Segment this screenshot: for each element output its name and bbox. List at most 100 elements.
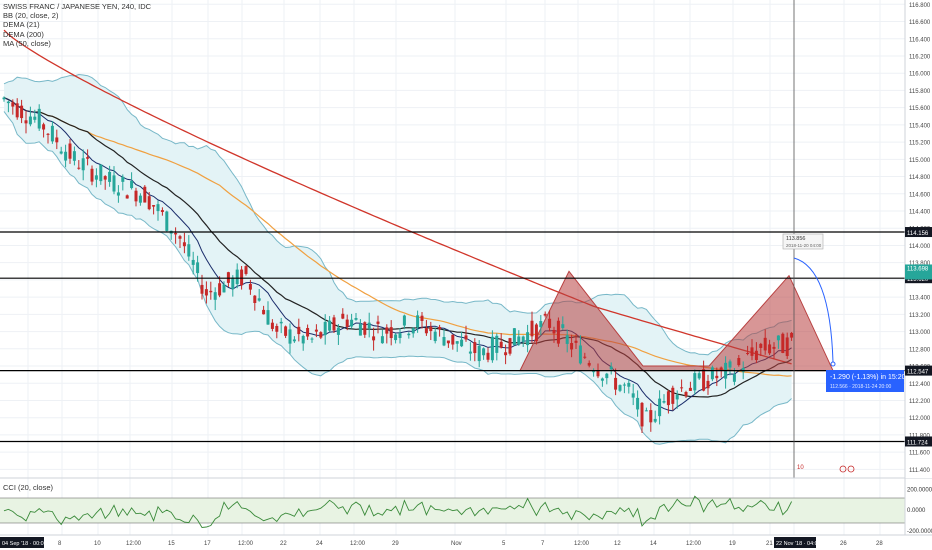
candle-body <box>526 332 530 346</box>
candle-body <box>490 336 494 361</box>
candle-body <box>6 101 10 104</box>
projection-box <box>826 370 904 392</box>
event-circle <box>847 465 855 473</box>
candle-body <box>20 105 24 119</box>
candle-body <box>772 346 776 349</box>
cci-label[interactable]: CCI (20, close) <box>3 483 54 492</box>
candle-body <box>644 410 648 412</box>
time-tick: 04 Sep '18 · 00:00 <box>2 541 47 547</box>
candle-body <box>640 402 644 427</box>
time-tick: 26 <box>840 541 847 547</box>
candle-body <box>583 356 587 358</box>
level-tag <box>905 227 932 238</box>
time-tick: 8 <box>58 541 62 547</box>
candle-body <box>561 324 565 328</box>
candle-body <box>174 232 178 235</box>
candle-body <box>310 338 314 340</box>
candle-body <box>11 102 15 107</box>
candle-body <box>68 143 72 159</box>
candle-body <box>680 387 684 389</box>
candle-body <box>552 329 556 334</box>
legend-dema200[interactable]: DEMA (200) <box>3 29 44 39</box>
candle-body <box>411 328 415 334</box>
candle-body <box>631 393 635 398</box>
candle-body <box>666 391 670 406</box>
price-tick: 112.000 <box>909 416 931 422</box>
candle-body <box>534 324 538 342</box>
candle-body <box>200 284 204 294</box>
price-tick: 115.000 <box>909 158 931 164</box>
candle-body <box>103 176 107 180</box>
candle-body <box>160 210 164 212</box>
price-tick: 114.600 <box>909 192 931 198</box>
time-tick: 22 <box>280 541 287 547</box>
candle-body <box>763 337 767 351</box>
candle-body <box>367 322 371 329</box>
chart-legend: SWISS FRANC / JAPANESE YEN, 240, IDC BB … <box>3 2 151 48</box>
candle-body <box>658 398 662 417</box>
candle-body <box>24 120 28 124</box>
legend-dema21[interactable]: DEMA (21) <box>3 20 40 30</box>
candle-body <box>746 353 750 355</box>
candle-body <box>46 133 50 135</box>
level-text: 113.620 <box>907 277 929 283</box>
candle-body <box>521 336 525 342</box>
time-tick: 29 <box>392 541 399 547</box>
candle-body <box>539 321 543 328</box>
candle-body <box>138 195 142 203</box>
time-tick: 21 <box>766 541 773 547</box>
candle-body <box>684 392 688 397</box>
candle-body <box>389 327 393 339</box>
candle-body <box>407 333 411 336</box>
candle-body <box>33 116 37 120</box>
candle-body <box>323 321 327 336</box>
candle-body <box>297 326 301 335</box>
time-tick: 7 <box>541 541 545 547</box>
candle-body <box>455 341 459 344</box>
candle-body <box>81 158 85 171</box>
candle-body <box>618 385 622 391</box>
candle-body <box>504 352 508 356</box>
legend-ma50[interactable]: MA (50, close) <box>3 38 51 48</box>
candle-body <box>319 332 323 338</box>
candle-body <box>706 380 710 389</box>
candle-body <box>336 327 340 335</box>
candle-body <box>28 116 32 125</box>
candle-body <box>446 340 450 344</box>
price-tick: 111.600 <box>909 451 930 457</box>
candle-body <box>235 269 239 285</box>
time-tick: 12:00 <box>126 541 142 547</box>
level-text: 112.547 <box>907 370 929 376</box>
candle-body <box>688 387 692 391</box>
candle-body <box>240 269 244 286</box>
legend-bb[interactable]: BB (20, close, 2) <box>3 11 59 21</box>
candle-body <box>385 327 389 334</box>
price-tick: 112.200 <box>909 399 931 405</box>
candle-body <box>218 283 222 296</box>
price-tick: 112.400 <box>909 382 931 388</box>
candle-body <box>424 328 428 334</box>
candle-body <box>42 124 46 130</box>
candle-body <box>2 97 6 100</box>
candle-body <box>204 289 208 296</box>
candle-body <box>750 347 754 356</box>
candle-body <box>416 315 420 328</box>
level-tag <box>905 365 932 376</box>
price-tick: 116.200 <box>909 54 931 60</box>
candle-body <box>508 338 512 354</box>
price-tick: 115.800 <box>909 89 931 95</box>
time-tag <box>0 537 44 548</box>
candle-body <box>530 320 534 337</box>
price-tick: 113.200 <box>909 313 931 319</box>
candle-body <box>328 320 332 331</box>
time-tick: 12 <box>614 541 621 547</box>
candle-body <box>94 175 98 180</box>
candle-body <box>372 336 376 341</box>
time-tick: Nov <box>451 541 462 547</box>
time-tag <box>774 537 816 548</box>
candle-body <box>354 318 358 320</box>
time-tick: 19 <box>729 541 736 547</box>
candle-body <box>50 125 54 142</box>
